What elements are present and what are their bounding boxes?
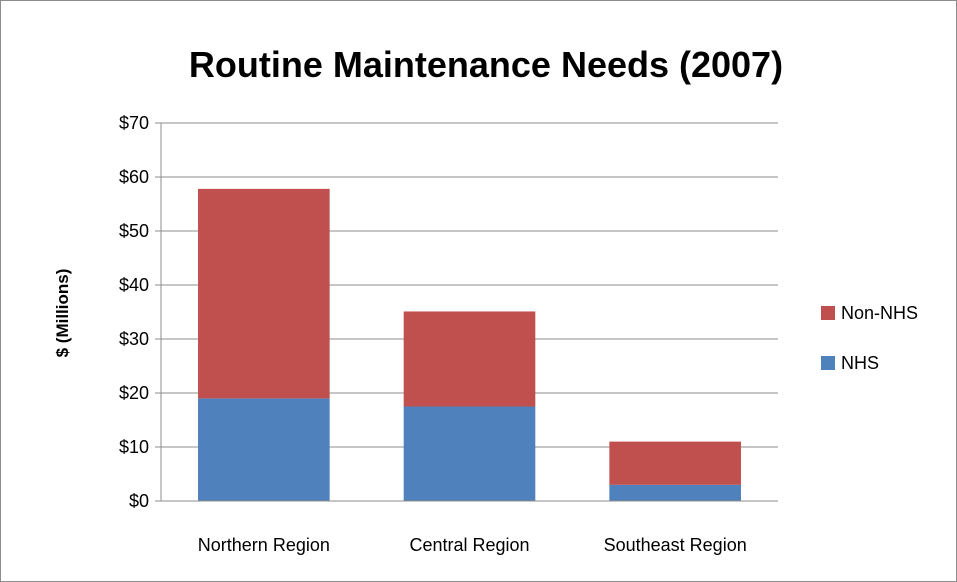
bars (198, 188, 741, 501)
bar-nhs (609, 484, 741, 501)
x-category-label: Central Region (409, 535, 529, 555)
legend-label: Non-NHS (841, 303, 918, 323)
y-tick-label: $50 (119, 221, 149, 241)
legend-label: NHS (841, 353, 879, 373)
y-tick-label: $60 (119, 167, 149, 187)
bar-nhs (403, 406, 536, 501)
y-tick-label: $70 (119, 113, 149, 133)
bar-non-nhs (403, 311, 536, 407)
y-tick-label: $40 (119, 275, 149, 295)
y-tick-label: $0 (129, 491, 149, 511)
x-category-label: Southeast Region (604, 535, 747, 555)
legend-swatch (821, 356, 835, 370)
y-axis-title: $ (Millions) (53, 269, 72, 358)
bar-nhs (198, 398, 330, 501)
y-tick-label: $20 (119, 383, 149, 403)
legend-swatch (821, 306, 835, 320)
axes: $0 $10 $20 $30 $40 $50 $60 $70 Northern Region Ce… (119, 113, 778, 555)
bar-non-nhs (198, 188, 330, 399)
bar-non-nhs (609, 441, 741, 485)
legend: Non-NHS NHS (821, 303, 918, 373)
chart-title: Routine Maintenance Needs (2007) (189, 44, 783, 85)
x-category-label: Northern Region (198, 535, 330, 555)
y-tick-label: $30 (119, 329, 149, 349)
y-tick-label: $10 (119, 437, 149, 457)
